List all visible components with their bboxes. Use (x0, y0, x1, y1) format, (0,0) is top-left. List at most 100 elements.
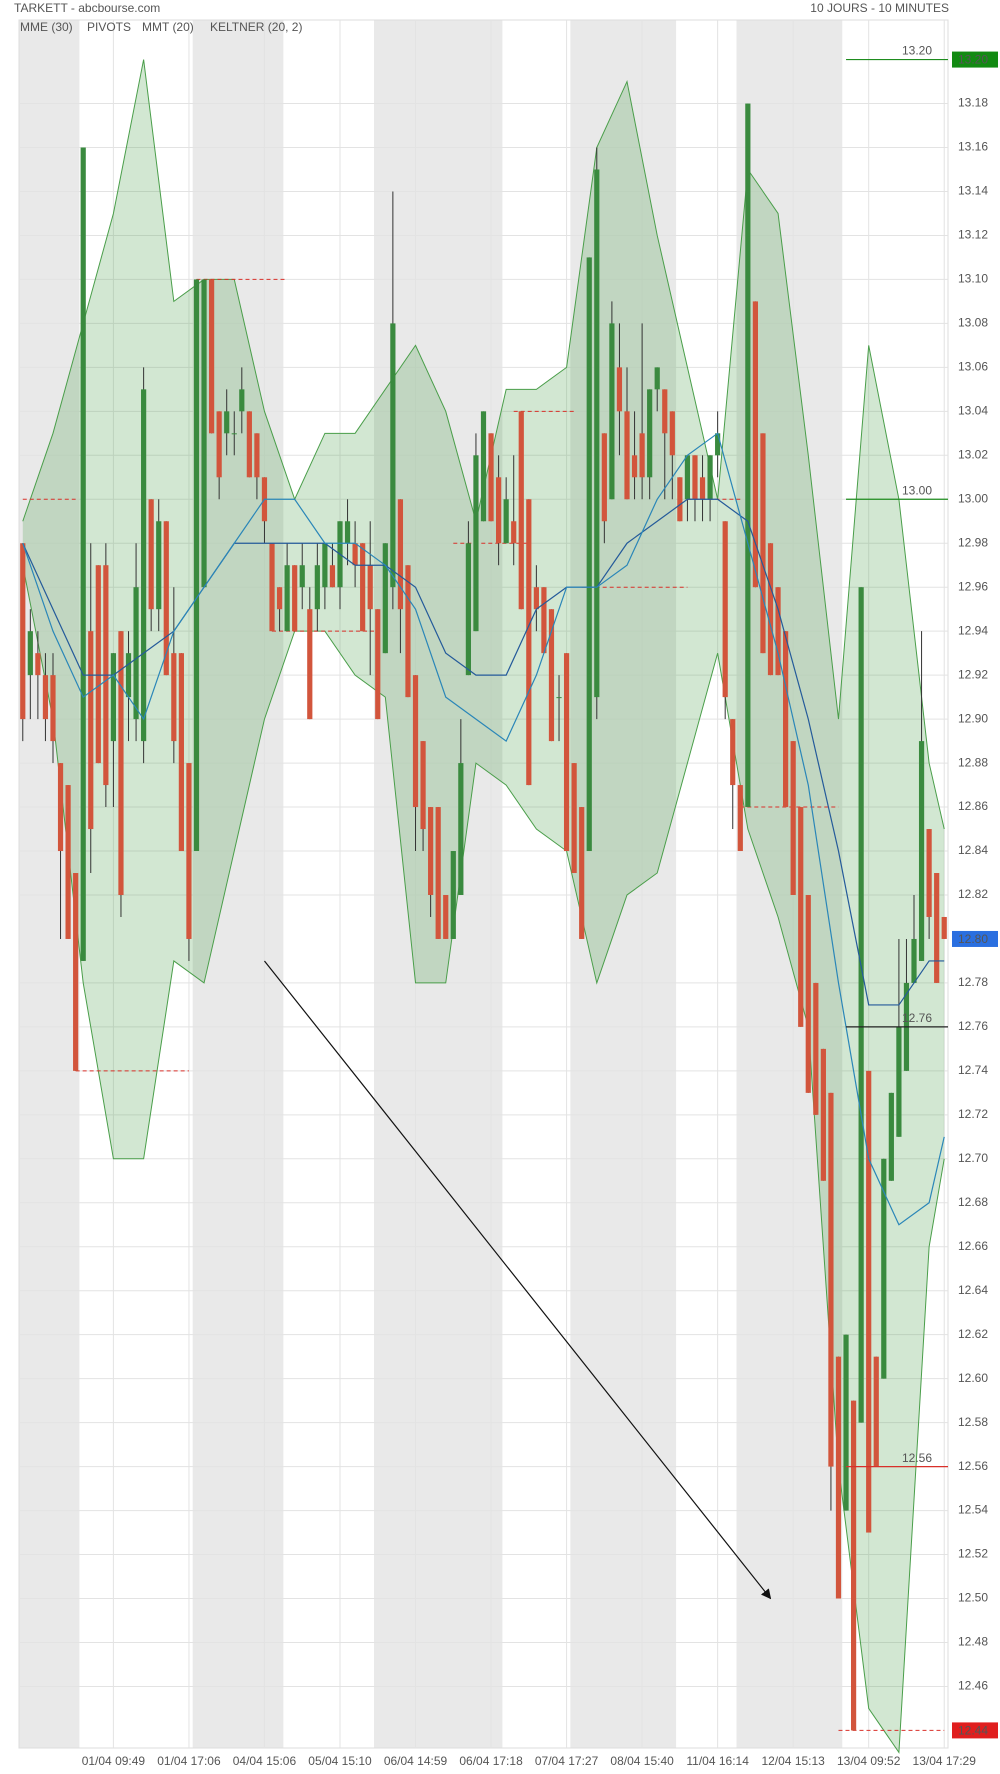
candle-body (896, 1026, 902, 1137)
candle-body (246, 411, 252, 478)
candle-body (186, 763, 192, 939)
x-tick-label: 13/04 17:29 (913, 1754, 977, 1768)
price-tag (952, 51, 998, 68)
candle-body (820, 1048, 826, 1181)
candle-body (163, 521, 169, 676)
x-tick-label: 08/04 15:40 (610, 1754, 674, 1768)
y-tick-label: 12.54 (958, 1503, 988, 1517)
candle-body (73, 873, 79, 1071)
y-tick-label: 12.58 (958, 1415, 988, 1429)
candle-body (571, 763, 577, 874)
candle-body (254, 433, 260, 478)
candle-body (224, 411, 230, 434)
candle-body (677, 477, 683, 522)
level-label: 13.20 (902, 44, 932, 58)
candle-body (586, 257, 592, 852)
candle-body (42, 675, 49, 720)
price-tag (952, 1722, 998, 1739)
candle-body (730, 719, 736, 786)
candle-body (428, 807, 434, 895)
candle-body (420, 741, 426, 830)
candle-body (148, 499, 154, 610)
candle-body (594, 169, 600, 698)
x-tick-label: 05/04 15:10 (308, 1754, 372, 1768)
candle-body (329, 565, 336, 588)
candle-body (669, 411, 675, 456)
candle-body (866, 1070, 872, 1533)
legend-entry: KELTNER (20, 2) (210, 20, 302, 34)
level-label: 12.56 (902, 1451, 932, 1465)
candle-body (737, 785, 743, 852)
candle-body (65, 785, 71, 939)
y-tick-label: 13.14 (958, 184, 988, 198)
y-tick-label: 12.84 (958, 843, 988, 857)
y-tick-label: 13.04 (958, 404, 988, 418)
price-tag-label: 13.20 (958, 53, 988, 67)
candle-body (805, 894, 811, 1093)
x-tick-label: 13/04 09:52 (837, 1754, 901, 1768)
y-tick-label: 12.50 (958, 1591, 988, 1605)
candle-body (322, 543, 328, 588)
candle-body (828, 1092, 834, 1467)
candle-body (631, 455, 638, 478)
candle-body (858, 587, 864, 1423)
y-tick-label: 12.46 (958, 1679, 988, 1693)
candle-body (201, 279, 207, 588)
candle-body (707, 455, 713, 500)
candle-body (171, 653, 177, 742)
candle-body (27, 631, 33, 676)
x-tick-label: 01/04 09:49 (82, 1754, 146, 1768)
x-tick-label: 06/04 17:18 (459, 1754, 523, 1768)
y-tick-label: 12.56 (958, 1459, 988, 1473)
candle-body (579, 807, 585, 939)
x-tick-label: 01/04 17:06 (157, 1754, 221, 1768)
y-tick-label: 12.64 (958, 1283, 988, 1297)
legend-entry: MMT (20) (142, 20, 194, 34)
y-tick-label: 12.66 (958, 1239, 988, 1253)
y-tick-label: 12.74 (958, 1063, 988, 1077)
candle-body (125, 653, 132, 698)
candle-body (110, 653, 117, 742)
candle-body (760, 433, 766, 654)
candle-body (790, 741, 796, 895)
candle-body (556, 697, 562, 699)
candle-body (480, 411, 487, 522)
candle-body (141, 389, 147, 742)
y-tick-label: 12.96 (958, 579, 988, 593)
candle-body (850, 1400, 857, 1731)
y-tick-label: 12.62 (958, 1327, 988, 1341)
candle-body (382, 543, 388, 654)
candle-body (216, 411, 222, 478)
y-tick-label: 12.86 (958, 799, 988, 813)
price-tag-label: 12.80 (958, 932, 988, 946)
candle-body (88, 631, 94, 830)
candle-body (292, 565, 298, 632)
y-tick-label: 12.48 (958, 1635, 988, 1649)
candle-body (193, 279, 200, 852)
y-tick-label: 12.72 (958, 1107, 988, 1121)
y-tick-label: 12.78 (958, 975, 988, 989)
candle-body (752, 301, 759, 588)
y-tick-label: 12.82 (958, 887, 988, 901)
candle-body (344, 521, 351, 544)
candle-body (284, 565, 290, 632)
candle-body (50, 675, 56, 742)
candle-body (526, 499, 532, 786)
y-tick-label: 13.06 (958, 360, 988, 374)
candle-body (548, 609, 555, 742)
candle-body (57, 763, 64, 852)
candle-body (639, 433, 645, 478)
candle-body (918, 741, 925, 961)
y-tick-label: 13.10 (958, 272, 988, 286)
candle-body (647, 389, 653, 478)
candle-body (813, 982, 819, 1115)
x-tick-label: 04/04 15:06 (233, 1754, 297, 1768)
candle-body (699, 477, 706, 500)
level-label: 12.76 (902, 1011, 932, 1025)
candle-body (775, 587, 781, 676)
candle-body (843, 1334, 849, 1511)
y-tick-label: 12.88 (958, 755, 988, 769)
y-tick-label: 13.08 (958, 316, 988, 330)
plot-frame (18, 19, 949, 1749)
chart-subtitle: 10 JOURS - 10 MINUTES (810, 1, 949, 15)
